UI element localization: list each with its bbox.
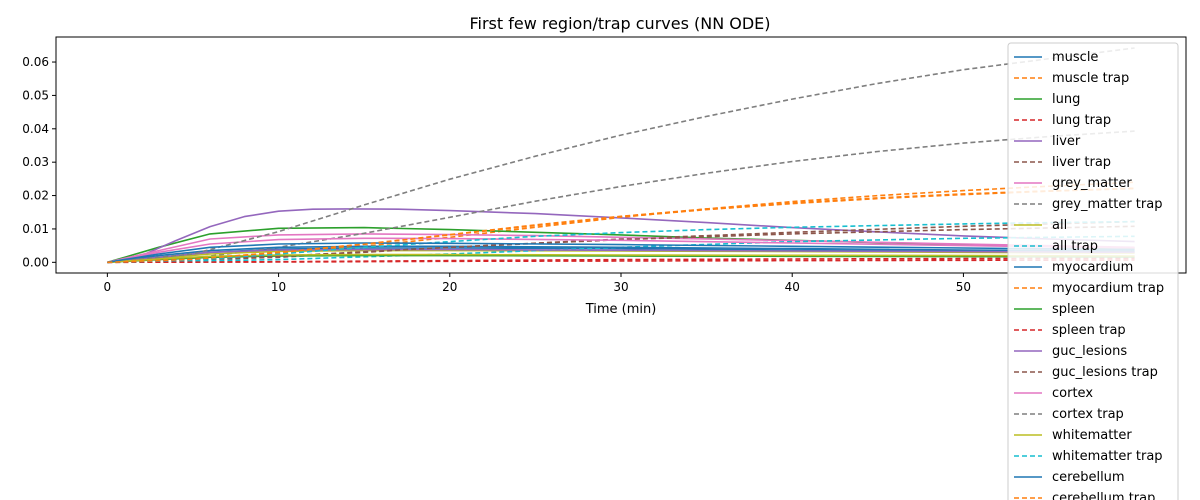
y-axis-ticks: 0.00 0.01 0.02 0.03 0.04 0.05 0.06 <box>22 55 56 269</box>
series-line-13 <box>107 259 1135 264</box>
legend-label: liver trap <box>1052 155 1111 170</box>
y-tick-label: 0.00 <box>22 255 49 269</box>
series-layer <box>107 47 1135 264</box>
legend-label: myocardium trap <box>1052 281 1164 296</box>
legend-label: all <box>1052 218 1067 233</box>
x-axis-label: Time (min) <box>585 302 657 317</box>
x-tick-label: 10 <box>271 280 286 294</box>
legend-label: guc_lesions trap <box>1052 365 1158 380</box>
legend-label: spleen trap <box>1052 323 1126 338</box>
legend-label: whitematter <box>1052 428 1132 443</box>
x-tick-label: 20 <box>442 280 457 294</box>
series-line-17 <box>107 47 1135 264</box>
legend-label: cortex trap <box>1052 407 1124 422</box>
legend-label: lung <box>1052 92 1080 107</box>
legend-label: lung trap <box>1052 113 1111 128</box>
x-tick-label: 50 <box>956 280 971 294</box>
legend-label: cerebellum <box>1052 470 1125 485</box>
legend-label: spleen <box>1052 302 1095 317</box>
series-line-19 <box>107 220 1135 264</box>
series-line-6 <box>107 233 1135 264</box>
y-tick-label: 0.05 <box>22 88 49 102</box>
legend-label: grey_matter <box>1052 176 1132 191</box>
x-tick-label: 30 <box>613 280 628 294</box>
y-tick-label: 0.04 <box>22 122 49 136</box>
legend-box <box>1007 42 1179 500</box>
x-tick-label: 40 <box>785 280 800 294</box>
y-tick-label: 0.02 <box>22 189 49 203</box>
y-tick-label: 0.03 <box>22 155 49 169</box>
y-tick-label: 0.01 <box>22 222 49 236</box>
legend-label: all trap <box>1052 239 1098 254</box>
plot-frame <box>55 36 1187 274</box>
legend-label: muscle <box>1052 50 1098 65</box>
legend-label: myocardium <box>1052 260 1133 275</box>
x-tick-label: 0 <box>104 280 112 294</box>
legend-label: liver <box>1052 134 1081 149</box>
series-line-18 <box>107 253 1135 264</box>
series-line-10 <box>107 245 1135 264</box>
series-line-4 <box>107 208 1135 264</box>
chart-title: First few region/trap curves (NN ODE) <box>469 14 770 33</box>
series-line-20 <box>107 242 1135 264</box>
series-line-16 <box>107 237 1135 264</box>
legend-label: cerebellum trap <box>1052 491 1155 500</box>
legend-label: muscle trap <box>1052 71 1129 86</box>
legend-label: grey_matter trap <box>1052 197 1162 212</box>
legend: muscle muscle trap lung lung trap liver liver… <box>1007 42 1179 500</box>
legend-label: guc_lesions <box>1052 344 1127 359</box>
legend-label: cortex <box>1052 386 1093 401</box>
x-axis-ticks: 0 10 20 30 40 50 <box>104 273 971 294</box>
y-tick-label: 0.06 <box>22 55 49 69</box>
legend-label: whitematter trap <box>1052 449 1163 464</box>
series-line-21 <box>107 187 1135 264</box>
